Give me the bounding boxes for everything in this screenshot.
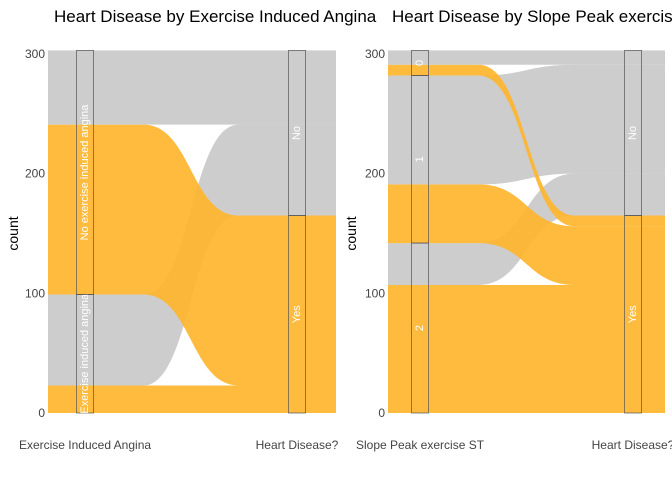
y-tick-label: 0 bbox=[38, 406, 45, 420]
stratum-no bbox=[624, 50, 642, 216]
stratum-label-yes: Yes bbox=[627, 305, 639, 323]
x-tick-label: Heart Disease? bbox=[592, 438, 672, 452]
right-strata: Yes No bbox=[624, 50, 642, 414]
panel-2: Heart Disease by Slope Peak exercise ST c… bbox=[343, 7, 672, 452]
stratum-label-yes: Yes bbox=[291, 305, 303, 323]
y-axis-title: count bbox=[343, 216, 359, 250]
flow-0-to-yes bbox=[388, 64, 665, 227]
x-tick-label: Exercise Induced Angina bbox=[19, 438, 151, 452]
x-tick-label: Heart Disease? bbox=[256, 438, 339, 452]
flow-exercise-induced-angina-to-yes bbox=[48, 385, 336, 413]
y-axis-title: count bbox=[5, 216, 21, 250]
left-strata: 2 1 0 bbox=[411, 50, 429, 414]
stratum-label-1: 1 bbox=[414, 156, 426, 162]
y-tick-label: 200 bbox=[25, 167, 45, 181]
flows bbox=[388, 50, 665, 413]
flow-1-to-no bbox=[388, 64, 665, 185]
flows bbox=[48, 50, 336, 413]
stratum-label-no: No bbox=[291, 126, 303, 140]
flow-no-exercise-induced-angina-to-no bbox=[48, 50, 336, 125]
stratum-label-no-exercise-induced-angina: No exercise induced angina bbox=[79, 104, 91, 241]
left-strata: Exercise induced angina No exercise induc… bbox=[76, 50, 94, 414]
stratum-no-exercise-induced-angina bbox=[76, 50, 94, 295]
flow-0-to-no bbox=[388, 50, 665, 65]
y-tick-label: 200 bbox=[365, 167, 385, 181]
stratum-label-no: No bbox=[627, 126, 639, 140]
y-tick-label: 0 bbox=[378, 406, 385, 420]
stratum-label-0: 0 bbox=[414, 60, 426, 66]
stratum-label-2: 2 bbox=[414, 325, 426, 331]
right-strata: Yes No bbox=[288, 50, 306, 414]
flow-1-to-yes bbox=[388, 184, 665, 285]
chart-title: Heart Disease by Exercise Induced Angina bbox=[54, 7, 377, 26]
stratum-no bbox=[288, 50, 306, 216]
y-tick-label: 100 bbox=[365, 286, 385, 300]
chart-title: Heart Disease by Slope Peak exercise ST bbox=[392, 7, 672, 26]
flow-no-exercise-induced-angina-to-yes bbox=[48, 124, 336, 386]
x-tick-label: Slope Peak exercise ST bbox=[356, 438, 485, 452]
y-tick-label: 300 bbox=[25, 47, 45, 61]
stratum-0 bbox=[411, 50, 429, 76]
flow-2-to-yes bbox=[388, 284, 665, 413]
stratum-label-exercise-induced-angina: Exercise induced angina bbox=[79, 293, 91, 414]
y-tick-label: 100 bbox=[25, 286, 45, 300]
y-tick-label: 300 bbox=[365, 47, 385, 61]
panel-1: Heart Disease by Exercise Induced Angina… bbox=[5, 7, 377, 452]
